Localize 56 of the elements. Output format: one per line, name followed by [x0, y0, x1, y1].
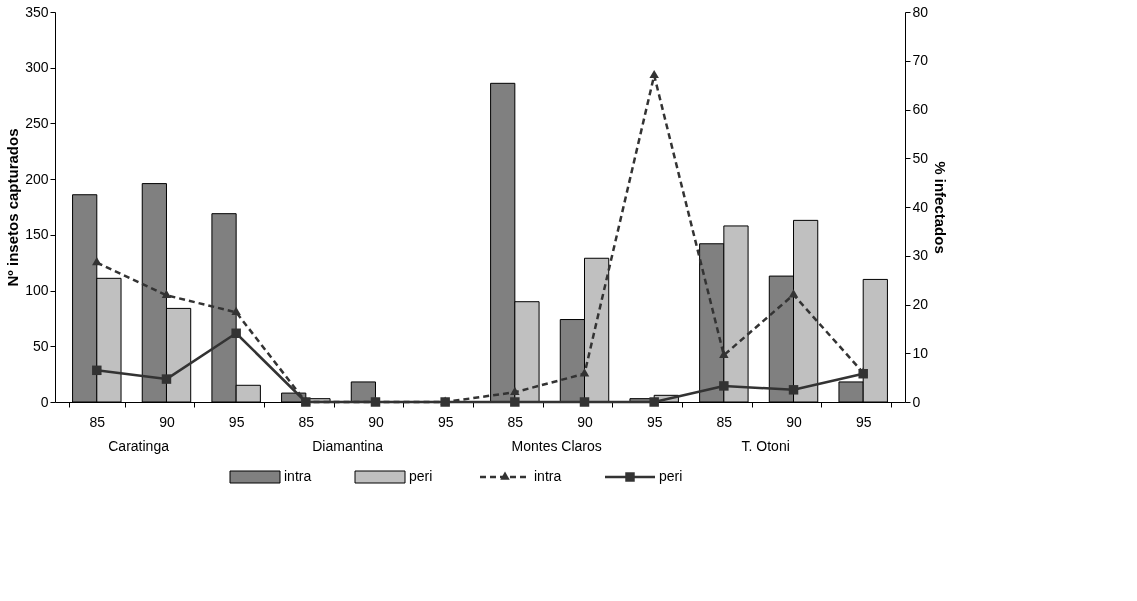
point — [161, 289, 172, 298]
y2-tick-label: 20 — [912, 296, 929, 312]
text: Montes Claros — [511, 438, 602, 454]
x-tick-label: 90 — [159, 413, 175, 430]
y2-tick-label: 60 — [912, 101, 929, 117]
legend-label: peri — [659, 468, 683, 484]
point — [510, 397, 520, 407]
y2-tick-label: 80 — [912, 3, 929, 20]
y2-tick-label: 10 — [912, 344, 929, 361]
y-tick-label: 250 — [25, 114, 49, 131]
y2-tick-label: 40 — [912, 198, 929, 215]
bar — [350, 381, 376, 403]
y2-tick-label: 0 — [912, 393, 921, 410]
y2-axis-title: % infectados — [932, 161, 950, 254]
point — [92, 365, 102, 376]
y-tick-label: 350 — [25, 3, 49, 20]
y2-tick-label: 30 — [912, 247, 929, 264]
point — [92, 257, 102, 266]
x-tick-label: 85 — [89, 413, 106, 430]
text: T. Otoni — [741, 438, 790, 454]
point — [719, 381, 729, 391]
x-tick-label: 90 — [577, 413, 594, 430]
x-tick-label: 90 — [368, 413, 384, 430]
x-tick-label: 90 — [786, 413, 803, 430]
point — [719, 349, 729, 358]
x-tick-label: 85 — [716, 413, 733, 430]
legend-label: intra — [284, 468, 312, 484]
text: Caratinga — [108, 438, 170, 454]
x-tick-label: 95 — [437, 413, 454, 430]
point — [579, 368, 590, 377]
y-tick-label: 50 — [32, 337, 49, 354]
y-tick-label: 150 — [25, 226, 49, 243]
x-tick-label: 95 — [646, 413, 663, 430]
legend-label: intra — [534, 468, 562, 484]
x-tick-label: 95 — [855, 413, 872, 430]
point — [649, 69, 659, 79]
x-tick-label: 85 — [507, 413, 524, 430]
point — [579, 397, 590, 407]
point — [161, 374, 172, 384]
y-tick-label: 300 — [25, 59, 49, 76]
point — [788, 385, 799, 395]
point — [649, 397, 659, 407]
point — [231, 328, 241, 339]
text: Diamantina — [312, 438, 384, 454]
point — [510, 386, 520, 395]
y-axis-title: Nº insetos capturados — [4, 128, 22, 287]
x-tick-label: 85 — [298, 413, 315, 430]
legend-label: peri — [409, 468, 433, 484]
y2-tick-label: 70 — [912, 52, 929, 69]
y2-tick-label: 50 — [912, 149, 929, 166]
point — [231, 306, 241, 316]
y-tick-label: 0 — [40, 393, 49, 410]
y-tick-label: 200 — [25, 170, 49, 187]
point — [788, 289, 799, 298]
x-tick-label: 95 — [228, 413, 245, 430]
y-tick-label: 100 — [25, 282, 49, 299]
